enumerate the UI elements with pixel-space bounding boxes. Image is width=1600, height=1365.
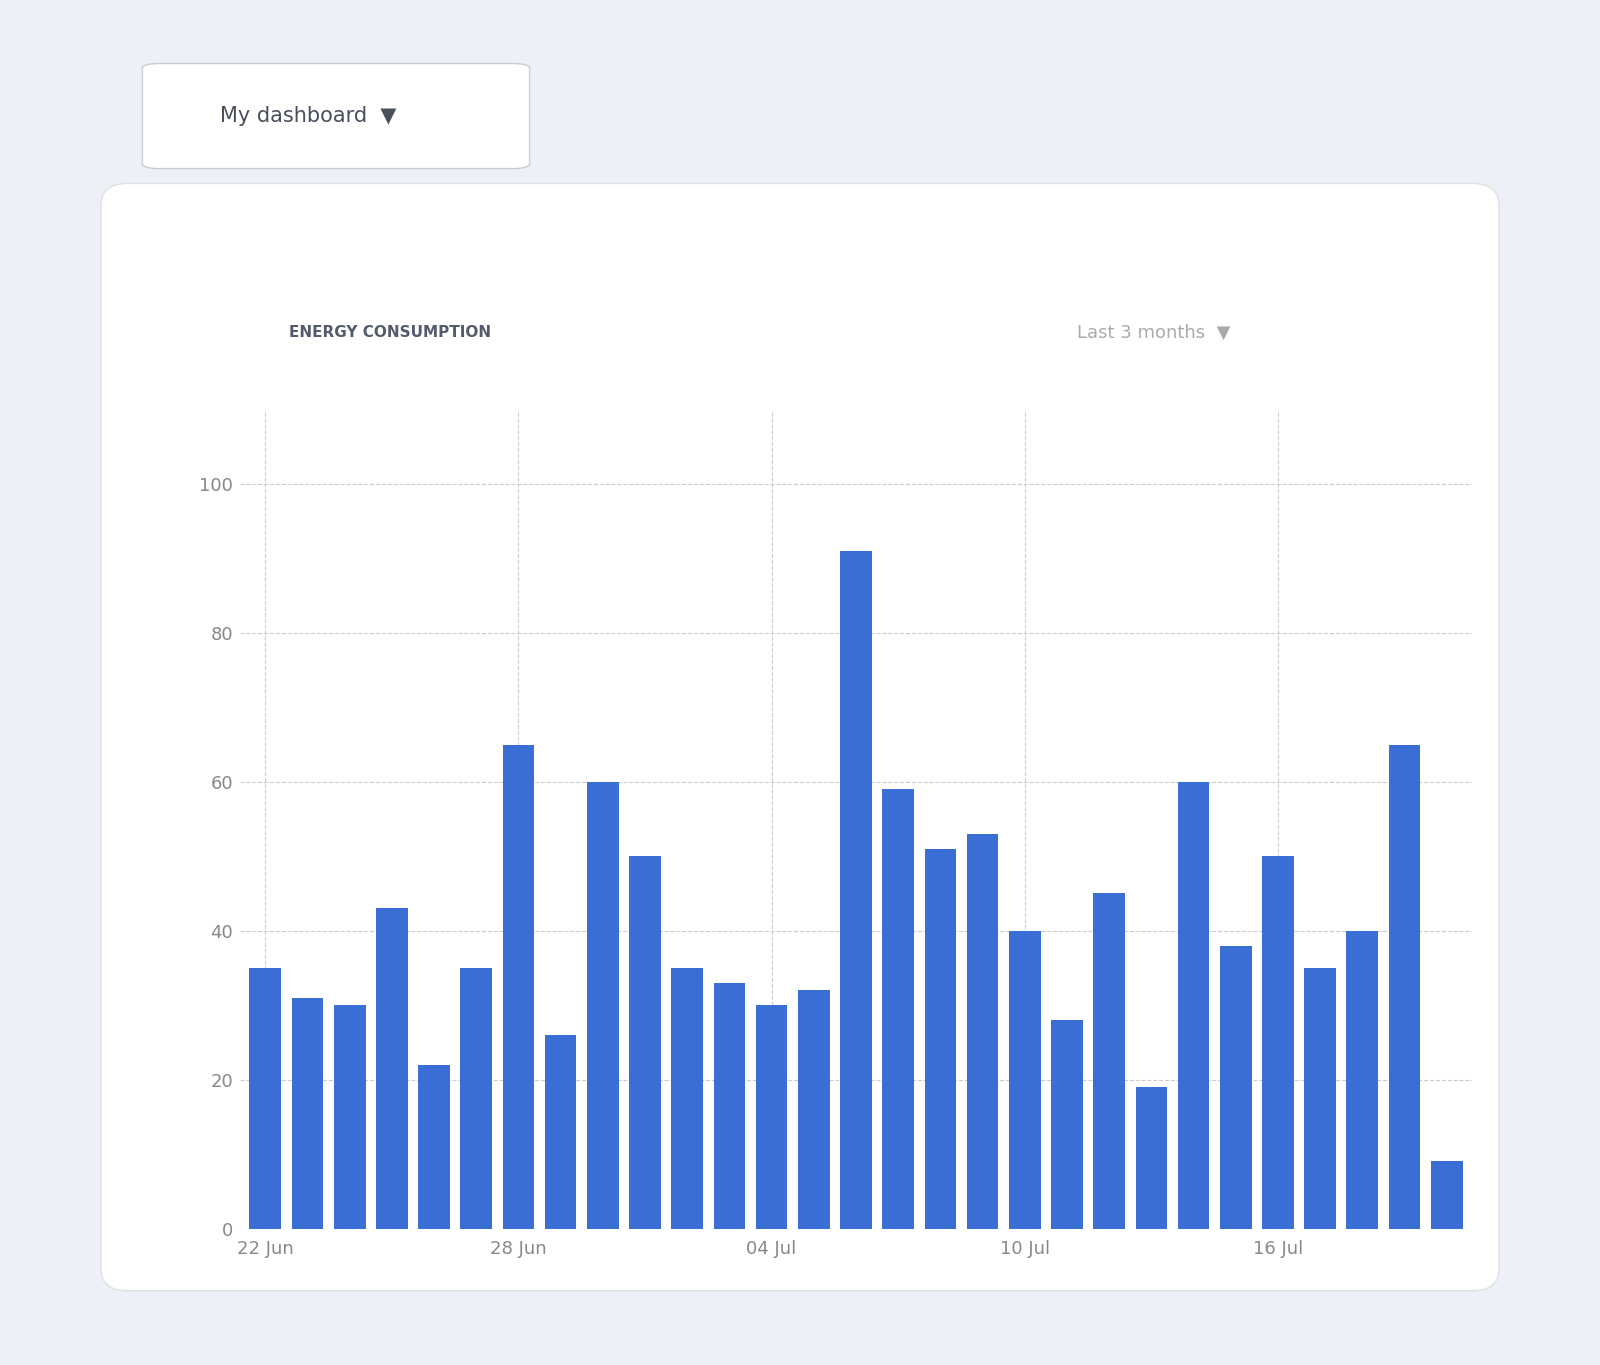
- Bar: [840, 551, 872, 1228]
- Bar: [882, 789, 914, 1228]
- Bar: [798, 990, 830, 1228]
- Bar: [629, 856, 661, 1228]
- Text: ENERGY CONSUMPTION: ENERGY CONSUMPTION: [290, 325, 491, 340]
- Bar: [1051, 1020, 1083, 1228]
- Bar: [672, 968, 702, 1228]
- Bar: [1093, 894, 1125, 1228]
- Bar: [1304, 968, 1336, 1228]
- Bar: [1219, 946, 1251, 1228]
- Text: 67kWh: 67kWh: [290, 426, 483, 474]
- Bar: [461, 968, 493, 1228]
- FancyBboxPatch shape: [142, 64, 530, 168]
- Bar: [546, 1035, 576, 1228]
- Bar: [966, 834, 998, 1228]
- Bar: [1262, 856, 1294, 1228]
- Bar: [1430, 1162, 1462, 1228]
- Bar: [1389, 744, 1421, 1228]
- Bar: [1010, 931, 1040, 1228]
- Bar: [418, 1065, 450, 1228]
- Bar: [250, 968, 282, 1228]
- Bar: [291, 998, 323, 1228]
- Bar: [1136, 1087, 1166, 1228]
- Bar: [1347, 931, 1378, 1228]
- Bar: [755, 1005, 787, 1228]
- Bar: [376, 908, 408, 1228]
- Bar: [587, 782, 619, 1228]
- Bar: [502, 744, 534, 1228]
- Text: Last 3 months  ▼: Last 3 months ▼: [1077, 324, 1230, 341]
- Bar: [1178, 782, 1210, 1228]
- Text: My dashboard  ▼: My dashboard ▼: [219, 106, 397, 126]
- Bar: [334, 1005, 365, 1228]
- Bar: [714, 983, 746, 1228]
- FancyBboxPatch shape: [101, 183, 1499, 1291]
- Text: 81% ↗: 81% ↗: [611, 430, 706, 459]
- Bar: [925, 849, 957, 1228]
